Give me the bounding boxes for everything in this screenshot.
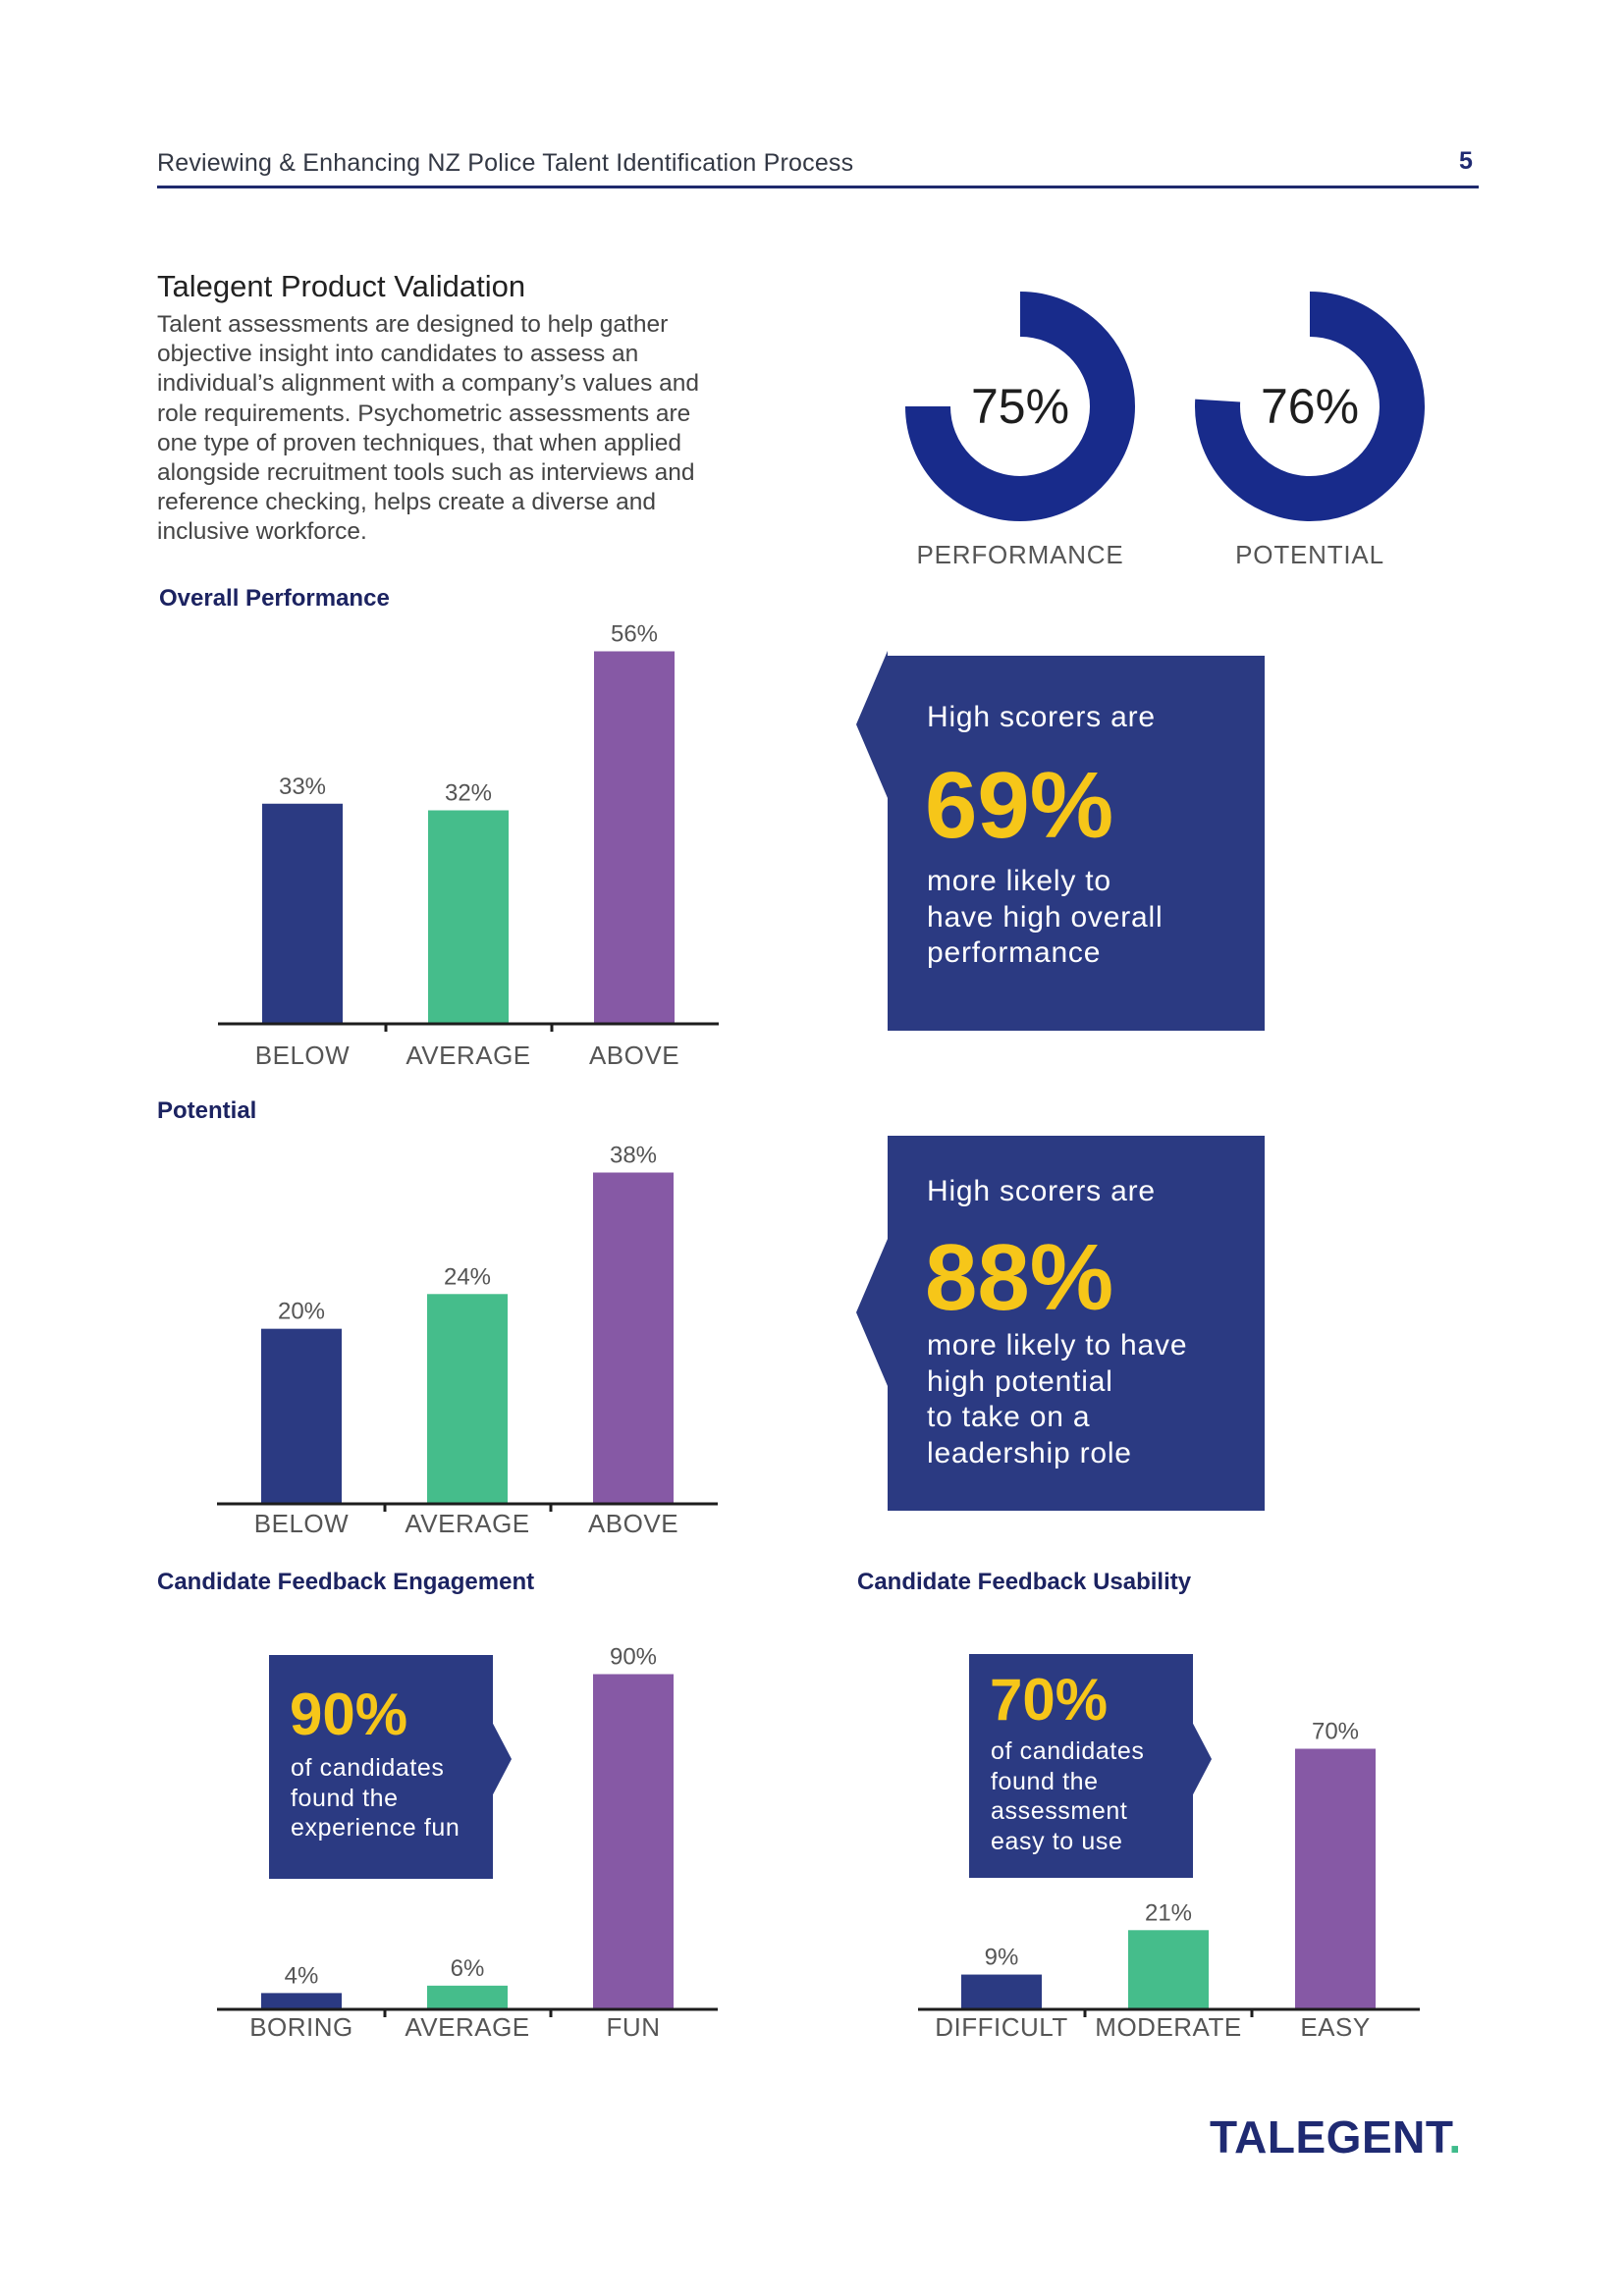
- callout-line: assessment: [991, 1797, 1128, 1825]
- overall-performance-category-label: BELOW: [255, 1041, 350, 1070]
- potential-value-label: 20%: [278, 1299, 325, 1325]
- overall-performance-bar-below: [262, 803, 343, 1023]
- usability-bar-difficult: [961, 1974, 1042, 2008]
- callout-usability: 70% of candidates found the assessment e…: [969, 1654, 1193, 1878]
- header-rule: [157, 186, 1479, 188]
- usability-value-label: 9%: [985, 1945, 1019, 1971]
- intro-line: reference checking, helps create a diver…: [157, 489, 656, 516]
- overall-performance-value-label: 32%: [445, 780, 492, 807]
- overall-performance-bar-average: [428, 810, 509, 1023]
- intro-line: Talent assessments are designed to help …: [157, 311, 669, 338]
- callout-line: experience fun: [291, 1814, 460, 1842]
- callout-line: have high overall: [927, 900, 1164, 934]
- intro-line: objective insight into candidates to ass…: [157, 341, 639, 368]
- talegent-logo: TALEGENT.: [1210, 2110, 1462, 2163]
- intro-title: Talegent Product Validation: [157, 269, 526, 303]
- potential-category-label: BELOW: [254, 1509, 349, 1538]
- logo-text: TALEGENT: [1210, 2111, 1449, 2163]
- engagement-bar-average: [427, 1985, 508, 2008]
- callout-line: to take on a: [927, 1401, 1091, 1433]
- callout-line: found the: [991, 1767, 1099, 1795]
- callout-line: more likely to have: [927, 1329, 1188, 1362]
- intro-line: inclusive workforce.: [157, 518, 367, 546]
- header-title: Reviewing & Enhancing NZ Police Talent I…: [157, 149, 854, 177]
- callout-line: high potential: [927, 1364, 1113, 1398]
- callout-engagement-value: 90%: [290, 1682, 408, 1747]
- donut-performance-arc: [905, 292, 1135, 521]
- engagement-value-label: 4%: [285, 1962, 319, 1989]
- callout-line: found the: [291, 1784, 399, 1812]
- engagement-bar-boring: [261, 1993, 342, 2008]
- donut-potential-title: POTENTIAL: [1235, 540, 1384, 569]
- callout-performance-value: 69%: [925, 753, 1114, 858]
- callout-performance-desc: more likely to have high overall perform…: [927, 864, 1163, 972]
- callout-usability-desc: of candidates found the assessment easy …: [991, 1736, 1145, 1856]
- logo-dot: .: [1448, 2111, 1462, 2163]
- engagement-title: Candidate Feedback Engagement: [157, 1569, 535, 1595]
- overall-performance-bar-above: [594, 651, 675, 1023]
- usability-category-label: DIFFICULT: [935, 2012, 1067, 2042]
- overall-performance-category-label: AVERAGE: [406, 1041, 530, 1070]
- callout-potential-lead: High scorers are: [927, 1175, 1156, 1207]
- usability-title: Candidate Feedback Usability: [857, 1569, 1192, 1595]
- overall-performance-title: Overall Performance: [159, 585, 390, 612]
- intro-line: alongside recruitment tools such as inte…: [157, 459, 695, 487]
- usability-bar-easy: [1295, 1748, 1376, 2008]
- usability-bar-moderate: [1128, 1930, 1209, 2008]
- intro-line: individual’s alignment with a company’s …: [157, 370, 700, 398]
- callout-line: of candidates: [991, 1737, 1145, 1765]
- engagement-value-label: 6%: [451, 1955, 485, 1982]
- donut-potential-arc: [1195, 292, 1425, 521]
- callout-engagement: 90% of candidates found the experience f…: [269, 1655, 493, 1879]
- callout-line: more likely to: [927, 865, 1111, 897]
- callout-potential-desc: more likely to have high potential to ta…: [927, 1328, 1187, 1471]
- callout-performance-lead: High scorers are: [927, 701, 1156, 733]
- callout-line: leadership role: [927, 1436, 1132, 1469]
- overall-performance-value-label: 33%: [279, 774, 326, 800]
- usability-category-label: EASY: [1300, 2012, 1370, 2042]
- callout-potential-value: 88%: [925, 1225, 1114, 1330]
- callout-performance-pointer: [856, 651, 888, 798]
- callout-potential: High scorers are 88% more likely to have…: [888, 1136, 1265, 1511]
- usability-value-label: 70%: [1312, 1719, 1359, 1745]
- potential-category-label: AVERAGE: [405, 1509, 529, 1538]
- engagement-bar-fun: [593, 1674, 674, 2008]
- potential-value-label: 38%: [610, 1143, 657, 1169]
- callout-engagement-pointer: [491, 1720, 512, 1798]
- page-number: 5: [1459, 147, 1473, 175]
- engagement-category-label: AVERAGE: [405, 2012, 529, 2042]
- donut-performance-title: PERFORMANCE: [916, 540, 1123, 569]
- engagement-value-label: 90%: [610, 1644, 657, 1671]
- donut-performance-value-label: 75%: [971, 379, 1069, 434]
- engagement-category-label: BORING: [249, 2012, 353, 2042]
- callout-engagement-desc: of candidates found the experience fun: [291, 1753, 460, 1843]
- potential-category-label: ABOVE: [588, 1509, 678, 1538]
- intro-line: role requirements. Psychometric assessme…: [157, 400, 691, 427]
- potential-bar-below: [261, 1328, 342, 1503]
- callout-line: performance: [927, 936, 1102, 969]
- usability-value-label: 21%: [1145, 1899, 1192, 1926]
- potential-value-label: 24%: [444, 1263, 491, 1290]
- callout-usability-value: 70%: [990, 1667, 1109, 1733]
- overall-performance-value-label: 56%: [611, 621, 658, 648]
- callout-line: of candidates: [291, 1754, 445, 1782]
- usability-category-label: MODERATE: [1095, 2012, 1241, 2042]
- intro-line: one type of proven techniques, that when…: [157, 429, 681, 456]
- engagement-category-label: FUN: [607, 2012, 661, 2042]
- callout-potential-pointer: [856, 1239, 888, 1386]
- intro-body: Talent assessments are designed to help …: [157, 310, 785, 548]
- overall-performance-category-label: ABOVE: [589, 1041, 679, 1070]
- potential-title: Potential: [157, 1097, 257, 1124]
- potential-bar-above: [593, 1172, 674, 1503]
- callout-usability-pointer: [1191, 1720, 1212, 1798]
- callout-performance: High scorers are 69% more likely to have…: [888, 656, 1265, 1031]
- potential-bar-average: [427, 1294, 508, 1503]
- donut-potential-value-label: 76%: [1261, 379, 1359, 434]
- callout-line: easy to use: [991, 1827, 1123, 1855]
